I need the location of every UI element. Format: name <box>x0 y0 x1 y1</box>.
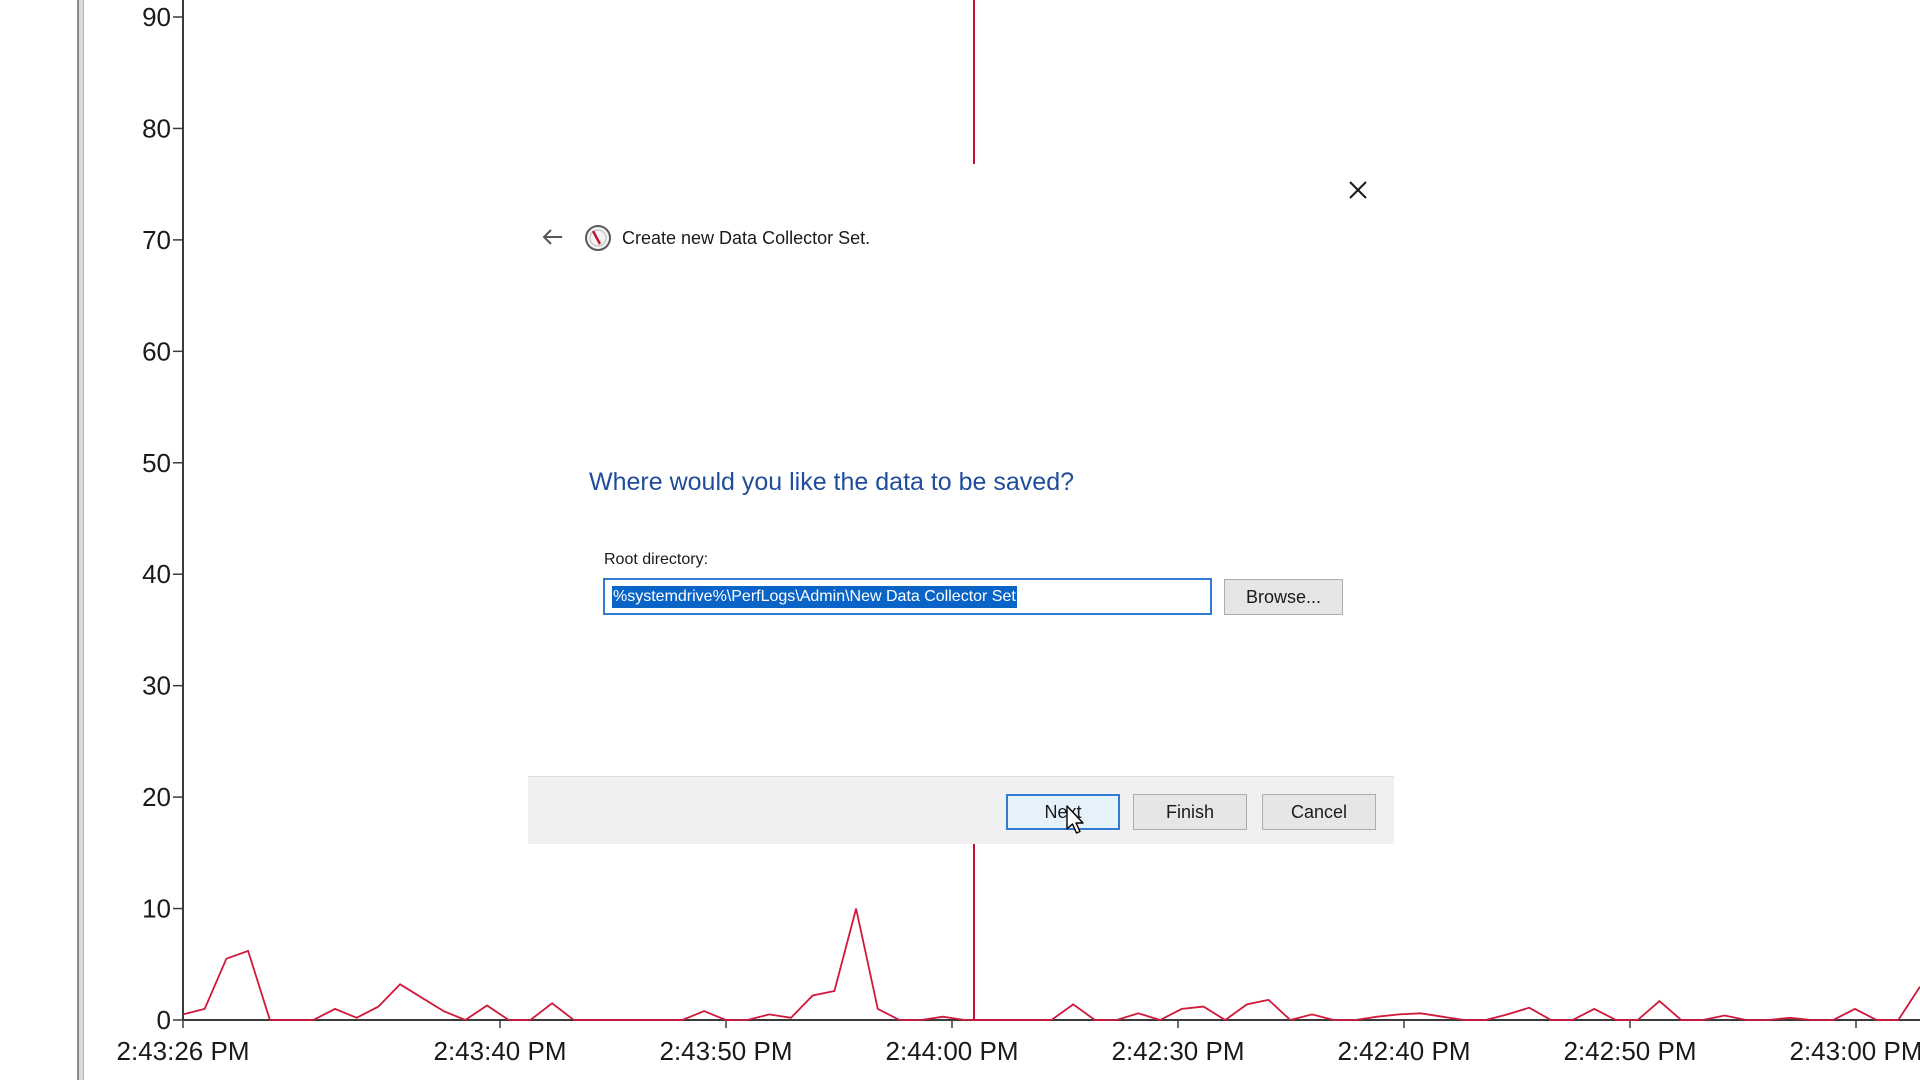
y-tick-label: 0 <box>157 1005 171 1035</box>
back-button[interactable] <box>534 222 570 252</box>
x-axis-ticks: 2:43:26 PM 2:43:40 PM 2:43:50 PM 2:44:00 PM… <box>117 1020 1920 1066</box>
y-tick-label: 20 <box>142 782 171 812</box>
finish-button[interactable]: Finish <box>1133 794 1247 830</box>
next-button[interactable]: Next <box>1006 794 1120 830</box>
y-tick-label: 90 <box>142 2 171 32</box>
y-tick-label: 40 <box>142 559 171 589</box>
x-tick-label: 2:43:40 PM <box>434 1036 567 1066</box>
x-tick-label: 2:42:40 PM <box>1338 1036 1471 1066</box>
wizard-question: Where would you like the data to be save… <box>589 468 1074 497</box>
dialog-title: Create new Data Collector Set. <box>622 228 870 249</box>
y-tick-label: 70 <box>142 225 171 255</box>
y-tick-label: 60 <box>142 336 171 366</box>
series-line <box>183 909 1920 1020</box>
x-tick-label: 2:44:00 PM <box>886 1036 1019 1066</box>
root-directory-label: Root directory: <box>604 551 708 569</box>
back-arrow-icon <box>540 227 564 247</box>
close-icon <box>1348 180 1368 200</box>
root-directory-input[interactable]: %systemdrive%\PerfLogs\Admin\New Data Co… <box>603 578 1212 615</box>
root-directory-value: %systemdrive%\PerfLogs\Admin\New Data Co… <box>612 586 1017 608</box>
create-data-collector-dialog: Create new Data Collector Set. Where wou… <box>528 164 1394 844</box>
dialog-title-row: Create new Data Collector Set. <box>584 224 870 252</box>
y-tick-label: 50 <box>142 448 171 478</box>
x-tick-label: 2:42:30 PM <box>1112 1036 1245 1066</box>
y-gridlines <box>173 17 183 1020</box>
performance-monitor-icon <box>584 224 612 252</box>
x-tick-label: 2:43:00 PM <box>1790 1036 1920 1066</box>
x-tick-label: 2:43:50 PM <box>660 1036 793 1066</box>
y-tick-label: 10 <box>142 894 171 924</box>
dialog-button-bar: Next Finish Cancel <box>528 776 1394 844</box>
close-button[interactable] <box>1340 172 1376 208</box>
y-tick-label: 30 <box>142 671 171 701</box>
x-tick-label: 2:42:50 PM <box>1564 1036 1697 1066</box>
y-tick-label: 80 <box>142 113 171 143</box>
y-axis-ticks: 0 10 20 30 40 50 60 70 80 90 <box>142 2 171 1035</box>
x-tick-label: 2:43:26 PM <box>117 1036 250 1066</box>
browse-button[interactable]: Browse... <box>1224 579 1343 615</box>
cancel-button[interactable]: Cancel <box>1262 794 1376 830</box>
